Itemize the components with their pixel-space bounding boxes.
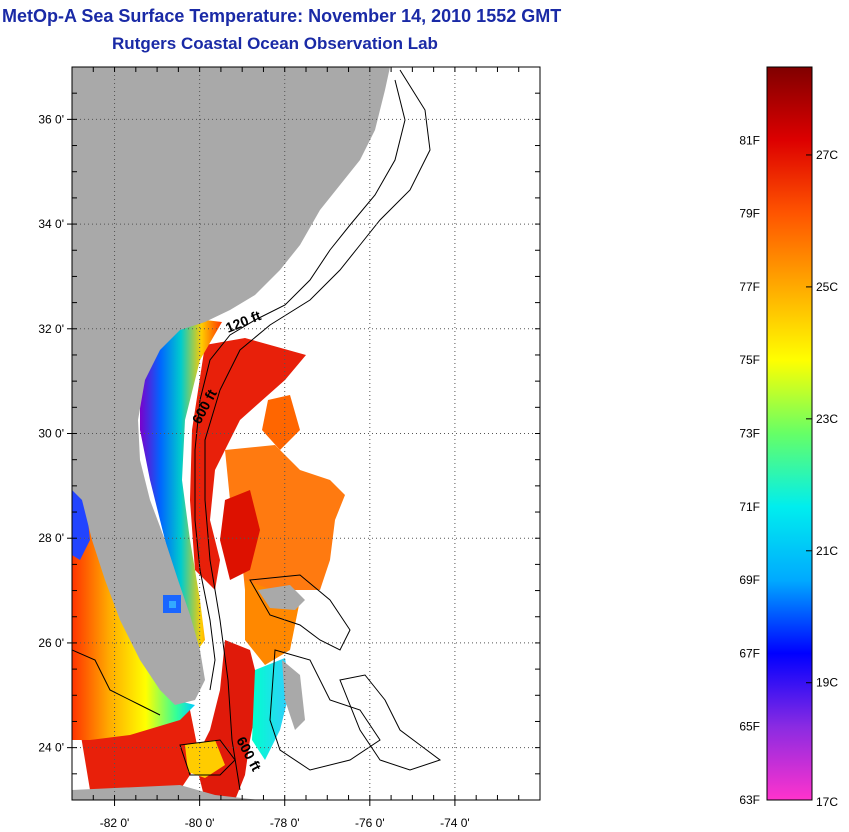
contour-bahamas	[249, 574, 351, 651]
southwest-patch	[185, 740, 225, 778]
offshore-patch-c	[220, 490, 260, 580]
contour-600ft	[204, 69, 431, 791]
lat-tick-label-0: 36 0'	[38, 112, 64, 126]
contour-120ft	[194, 79, 406, 691]
contour-bahamas-2	[269, 649, 381, 771]
map-frame-ticks	[67, 66, 541, 806]
coastal-band	[140, 318, 222, 660]
lat-tick-label-2: 32 0'	[38, 322, 64, 336]
offshore-patch-b	[225, 445, 345, 600]
lon-tick-label-3: -76 0'	[355, 816, 385, 830]
contour-gulf	[72, 649, 161, 716]
lon-tick-label-4: -74 0'	[440, 816, 470, 830]
contour-bahamas-3	[339, 674, 442, 771]
lat-tick-label-6: 24 0'	[38, 741, 64, 755]
chart-title: MetOp-A Sea Surface Temperature: Novembe…	[2, 6, 562, 26]
gulf-stream-north	[190, 338, 306, 590]
sst-data-layer	[72, 318, 345, 800]
contour-label-120ft: 120 ft	[223, 307, 263, 336]
us-mainland	[72, 67, 390, 705]
bahamas-island-2	[282, 660, 305, 730]
bahamas-island-1	[258, 585, 305, 610]
bathymetry-contours	[72, 69, 442, 791]
lon-tick-label-0: -82 0'	[100, 816, 130, 830]
land-layer	[72, 67, 390, 800]
lat-tick-label-4: 28 0'	[38, 531, 64, 545]
lat-tick-label-3: 30 0'	[38, 427, 64, 441]
chart-subtitle: Rutgers Coastal Ocean Observation Lab	[112, 34, 438, 53]
lat-tick-label-1: 34 0'	[38, 217, 64, 231]
lon-tick-label-2: -78 0'	[270, 816, 300, 830]
lake-core	[169, 601, 176, 608]
offshore-patch-a	[262, 395, 300, 450]
lat-tick-label-5: 26 0'	[38, 636, 64, 650]
lon-tick-label-1: -80 0'	[185, 816, 215, 830]
lon-tick-labels: -82 0' -80 0' -78 0' -76 0' -74 0'	[100, 816, 470, 830]
gulf-shelf	[72, 490, 195, 740]
contour-cuba	[179, 739, 236, 776]
lat-tick-labels: 36 0' 34 0' 32 0' 30 0' 28 0' 26 0' 24 0'	[38, 112, 64, 754]
cuba	[72, 785, 260, 800]
